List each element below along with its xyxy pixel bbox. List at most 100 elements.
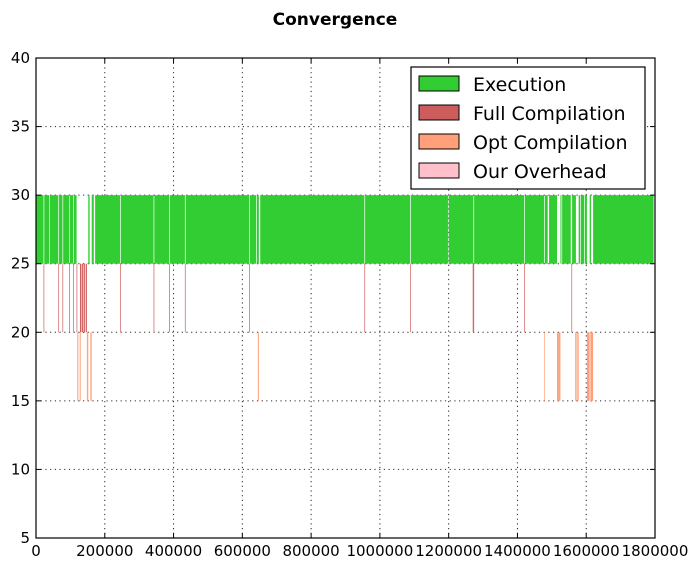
bar-execution-22 [544, 195, 548, 264]
bar-execution-8 [91, 195, 94, 264]
bar-opt-compilation-6 [556, 332, 559, 401]
bar-execution-6 [73, 195, 77, 264]
bar-execution-26 [572, 195, 576, 264]
bar-opt-compilation-4 [257, 332, 259, 401]
y-tick-label-7: 40 [11, 49, 30, 67]
legend-label-our-overhead: Our Overhead [473, 161, 607, 183]
bar-full-compilation-20 [571, 263, 573, 333]
x-tick-label-4: 800000 [282, 542, 339, 560]
series-full-compilation [43, 263, 573, 333]
bar-execution-20 [474, 195, 525, 264]
bar-execution-15 [256, 195, 259, 264]
bar-execution-11 [154, 195, 170, 264]
bar-execution-25 [562, 195, 571, 264]
y-tick-label-6: 35 [11, 118, 30, 136]
bar-execution-14 [249, 195, 257, 264]
bar-execution-9 [95, 195, 121, 264]
bar-execution-3 [59, 195, 63, 264]
bar-execution-28 [580, 195, 585, 264]
legend-swatch-our-overhead [418, 162, 460, 179]
bar-execution-18 [410, 195, 448, 264]
bar-opt-compilation-7 [558, 332, 561, 401]
x-tick-label-1: 200000 [76, 542, 133, 560]
series-execution [36, 195, 654, 264]
bar-execution-2 [49, 195, 59, 264]
bar-full-compilation-19 [524, 263, 526, 333]
bar-execution-5 [69, 195, 74, 264]
legend-label-opt-compilation: Opt Compilation [473, 132, 628, 154]
x-tick-label-2: 400000 [145, 542, 202, 560]
bar-full-compilation-15 [364, 263, 366, 333]
ticks-layer: 0 200000 400000 600000 800000 1000000 1200000 1… [11, 49, 689, 560]
bar-execution-7 [88, 195, 90, 264]
x-tick-label-6: 1200000 [415, 542, 482, 560]
bar-full-compilation-18 [473, 263, 475, 333]
bar-full-compilation-17 [472, 263, 474, 333]
bar-opt-compilation-9 [577, 332, 579, 401]
bar-opt-compilation-10 [586, 332, 590, 401]
x-tick-label-5: 1000000 [346, 542, 413, 560]
bar-execution-23 [549, 195, 557, 264]
bar-full-compilation-4 [73, 263, 74, 333]
bar-full-compilation-6 [80, 263, 82, 333]
legend: Execution Full Compilation Opt Compilation… [410, 66, 646, 190]
bar-execution-0 [36, 195, 44, 264]
bar-execution-17 [365, 195, 411, 264]
legend-swatch-execution [418, 75, 460, 92]
bar-full-compilation-10 [120, 263, 121, 333]
y-tick-label-1: 10 [11, 460, 30, 478]
bar-execution-24 [560, 195, 562, 264]
bar-opt-compilation-3 [90, 332, 92, 401]
bar-full-compilation-9 [85, 263, 87, 333]
bar-full-compilation-13 [184, 263, 186, 333]
bar-execution-21 [525, 195, 545, 264]
bar-opt-compilation-5 [544, 332, 545, 401]
bar-opt-compilation-2 [86, 332, 89, 401]
y-tick-label-3: 20 [11, 323, 30, 341]
legend-swatch-opt-compilation [418, 133, 460, 150]
plot-frame [35, 57, 656, 539]
bar-opt-compilation-1 [79, 332, 81, 401]
bar-execution-19 [448, 195, 474, 264]
y-tick-label-2: 15 [11, 392, 30, 410]
x-tick-label-8: 1600000 [553, 542, 620, 560]
bar-execution-16 [260, 195, 365, 264]
x-tick-label-7: 1400000 [484, 542, 551, 560]
chart-title: Convergence [273, 10, 398, 30]
bar-execution-30 [589, 195, 592, 264]
bar-full-compilation-2 [62, 263, 64, 333]
bar-full-compilation-0 [43, 263, 45, 333]
bar-execution-27 [578, 195, 581, 264]
legend-swatch-full-compilation [418, 104, 460, 121]
bar-full-compilation-12 [169, 263, 170, 333]
x-tick-label-3: 600000 [214, 542, 271, 560]
bar-full-compilation-7 [82, 263, 84, 333]
bar-full-compilation-11 [153, 263, 155, 333]
legend-label-full-compilation: Full Compilation [473, 103, 626, 125]
bar-full-compilation-14 [249, 263, 250, 333]
bar-execution-13 [185, 195, 250, 264]
legend-label-execution: Execution [473, 74, 566, 96]
bar-opt-compilation-0 [77, 332, 79, 401]
bar-execution-10 [120, 195, 154, 264]
bar-full-compilation-3 [69, 263, 70, 333]
bar-execution-12 [169, 195, 185, 264]
bar-full-compilation-16 [410, 263, 411, 333]
bar-execution-1 [44, 195, 50, 264]
y-tick-label-0: 5 [20, 529, 30, 547]
bar-full-compilation-1 [58, 263, 60, 333]
x-tick-label-0: 0 [31, 542, 41, 560]
bar-full-compilation-5 [76, 263, 78, 333]
bar-execution-29 [584, 195, 587, 264]
y-tick-label-5: 30 [11, 186, 30, 204]
bars-layer [36, 195, 654, 401]
y-tick-label-4: 25 [11, 255, 30, 273]
bar-opt-compilation-11 [590, 332, 594, 401]
bar-opt-compilation-8 [575, 332, 577, 401]
bar-execution-31 [593, 195, 654, 264]
bar-execution-4 [63, 195, 70, 264]
x-tick-label-9: 1800000 [622, 542, 689, 560]
bar-full-compilation-8 [84, 263, 86, 333]
series-opt-compilation [77, 332, 594, 401]
